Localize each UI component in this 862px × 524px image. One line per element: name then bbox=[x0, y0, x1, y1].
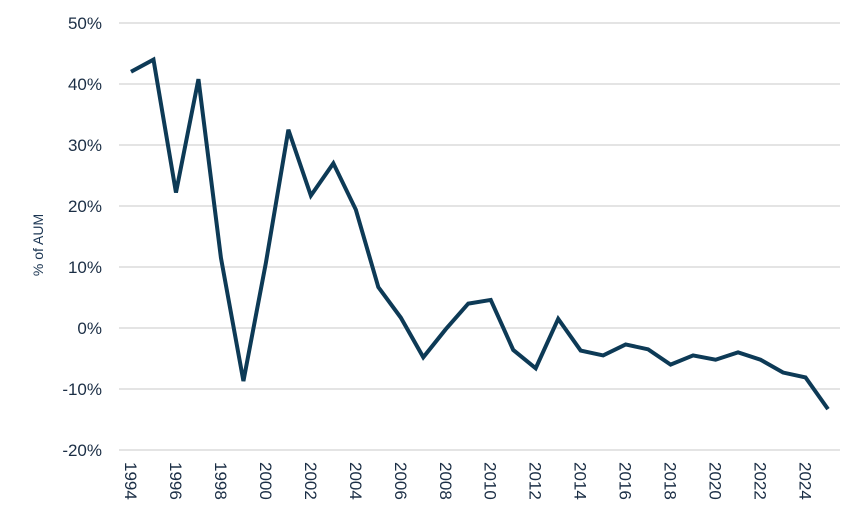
series-layer bbox=[130, 56, 830, 411]
x-tick-label: 2020 bbox=[706, 462, 725, 500]
x-tick-label: 2014 bbox=[571, 462, 590, 500]
y-tick-label: 10% bbox=[68, 258, 102, 277]
x-tick-label: 2022 bbox=[751, 462, 770, 500]
y-tick-label: 20% bbox=[68, 197, 102, 216]
y-tick-label: 30% bbox=[68, 136, 102, 155]
y-tick-label: 0% bbox=[77, 319, 102, 338]
x-tick-label: 2016 bbox=[616, 462, 635, 500]
x-tick-label: 1994 bbox=[121, 462, 140, 500]
x-tick-label: 2012 bbox=[526, 462, 545, 500]
x-tick-label: 2002 bbox=[301, 462, 320, 500]
x-tick-label: 2018 bbox=[661, 462, 680, 500]
x-tick-label: 1998 bbox=[211, 462, 230, 500]
x-tick-label: 2008 bbox=[436, 462, 455, 500]
gridlines bbox=[119, 22, 840, 451]
y-tick-label: -10% bbox=[62, 380, 102, 399]
x-tick-label: 2010 bbox=[481, 462, 500, 500]
x-tick-label: 2004 bbox=[346, 462, 365, 500]
y-tick-label: 40% bbox=[68, 75, 102, 94]
y-tick-label: 50% bbox=[68, 14, 102, 33]
x-tick-label: 2006 bbox=[391, 462, 410, 500]
x-axis-ticks: 1994 1996 1998 2000 2002 2004 2006 2008 2010 2012… bbox=[121, 462, 815, 500]
x-tick-label: 2000 bbox=[256, 462, 275, 500]
y-tick-label: -20% bbox=[62, 441, 102, 460]
x-tick-label: 1996 bbox=[166, 462, 185, 500]
y-axis-ticks: 50% 40% 30% 20% 10% 0% -10% -20% bbox=[62, 14, 102, 460]
y-axis-label: % of AUM bbox=[30, 214, 46, 276]
x-tick-label: 2024 bbox=[796, 462, 815, 500]
series-line bbox=[130, 56, 830, 411]
